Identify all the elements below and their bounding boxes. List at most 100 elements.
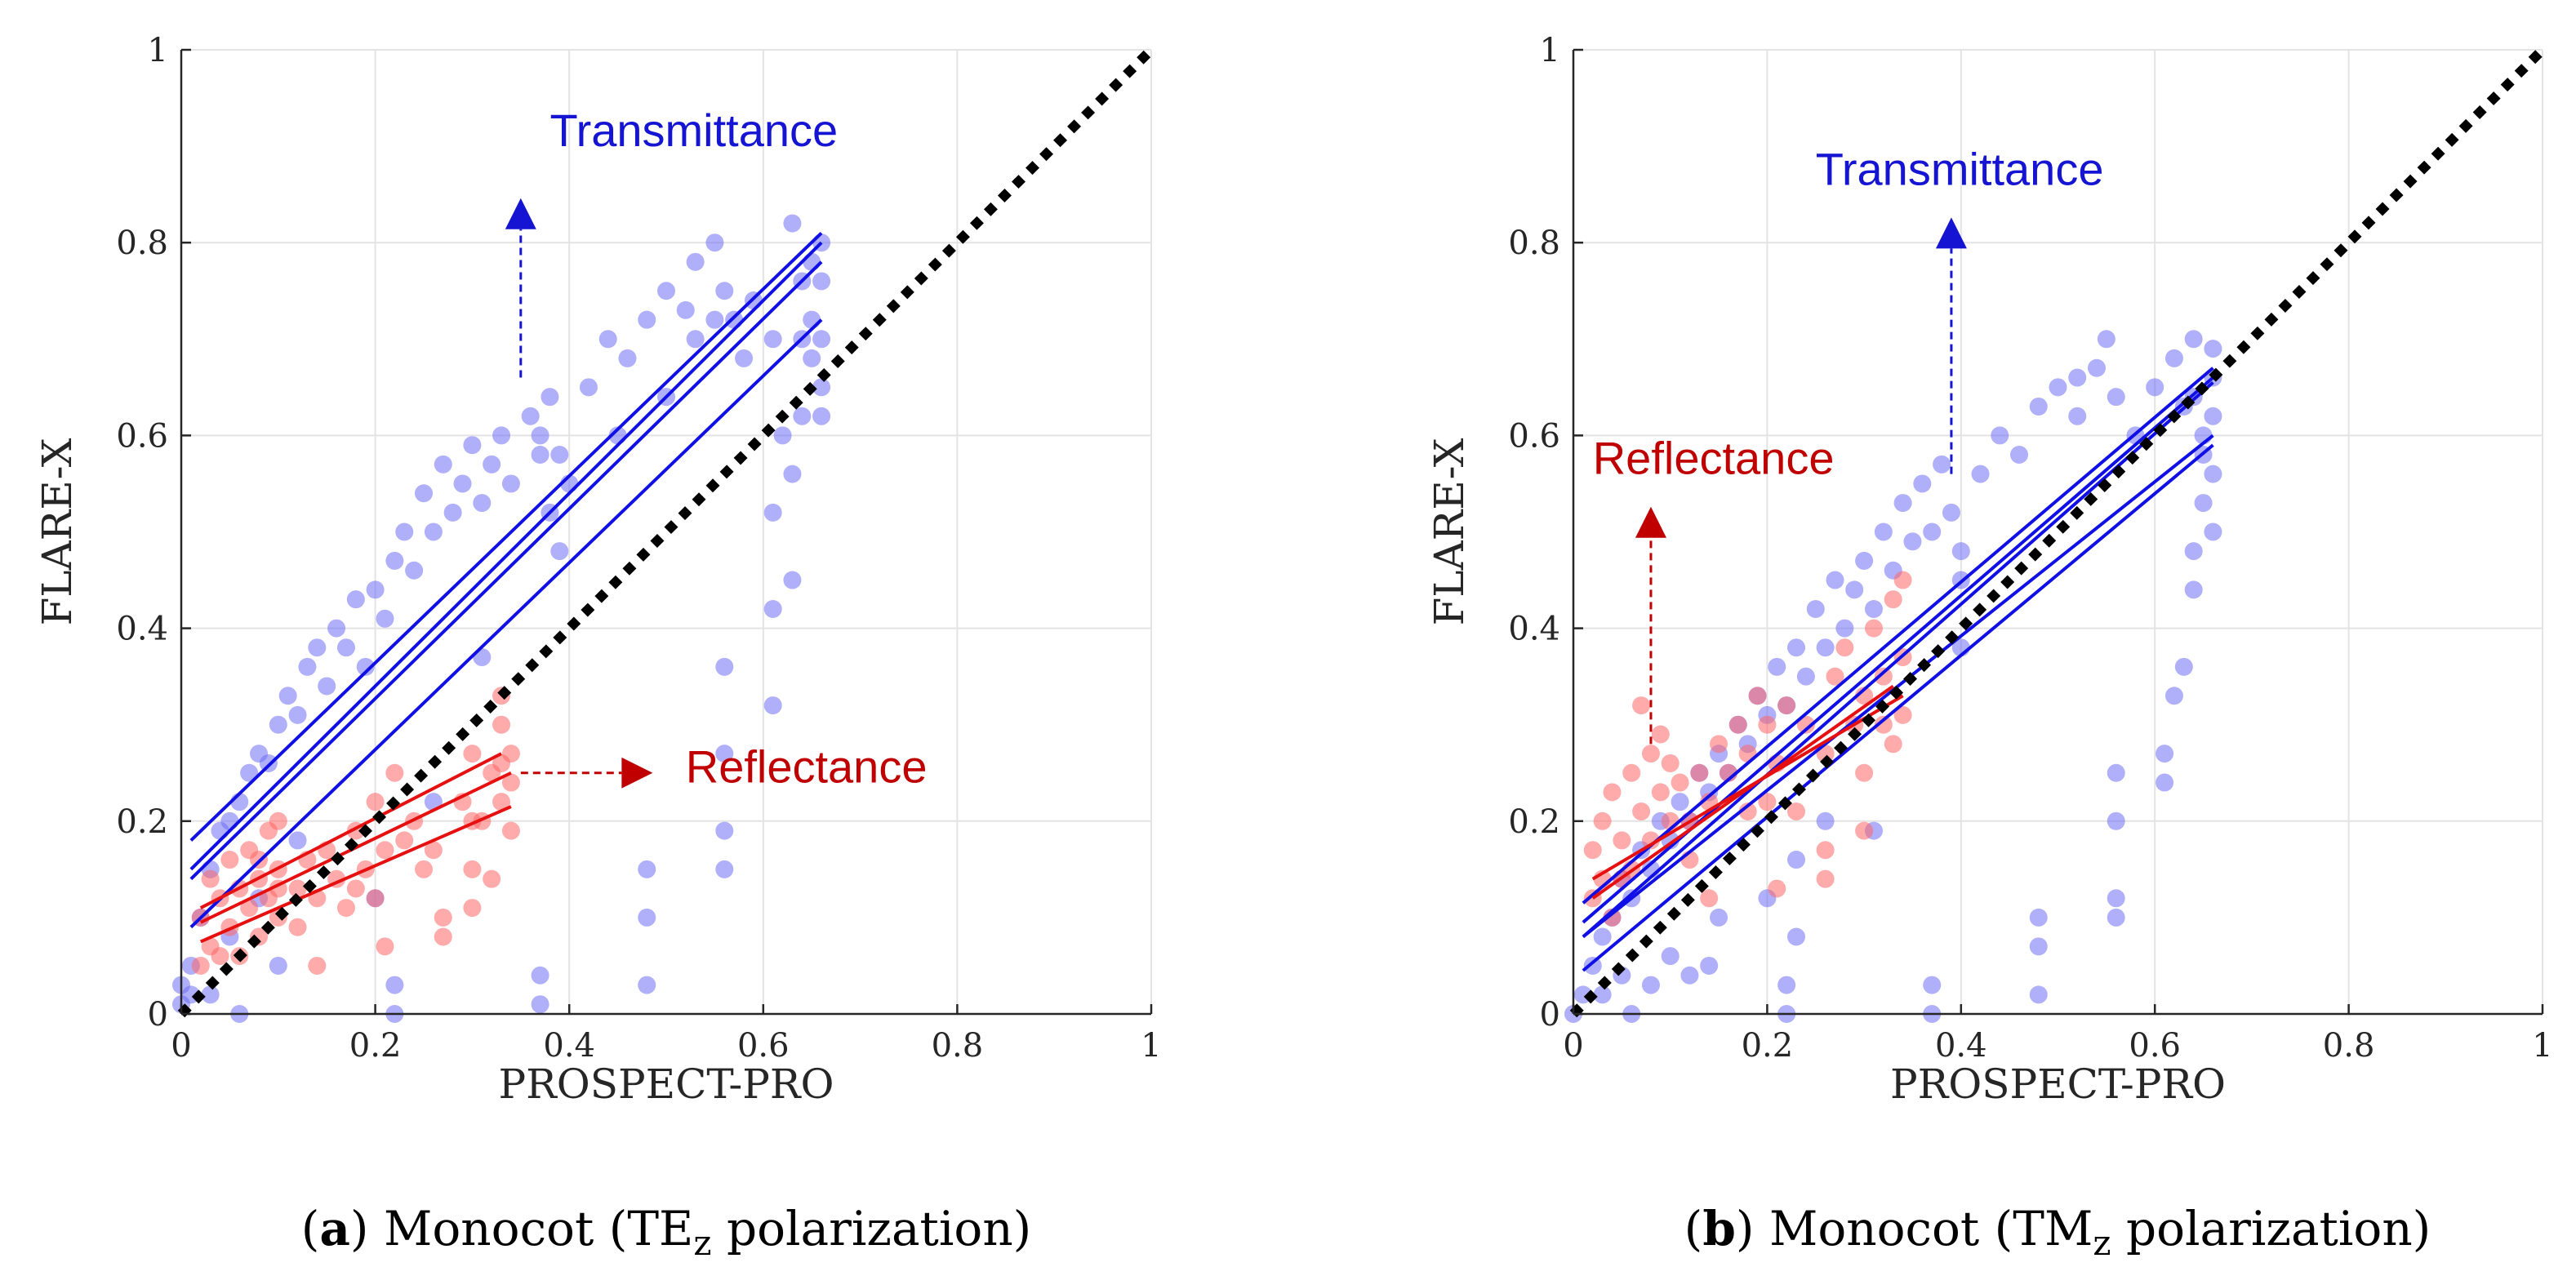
reflectance-point [1893, 571, 1912, 589]
x-axis-label: PROSPECT-PRO [498, 1060, 834, 1108]
transmittance-point [1787, 927, 1806, 946]
reflectance-point [1671, 773, 1689, 792]
transmittance-point [2107, 889, 2125, 908]
transmittance-point [2174, 657, 2193, 676]
transmittance-point [1855, 551, 1874, 570]
transmittance-point [521, 407, 540, 425]
reflectance-point [269, 811, 287, 830]
reflectance-point [288, 918, 307, 936]
transmittance-point [531, 966, 549, 985]
transmittance-point [1593, 927, 1612, 946]
reflectance-point [1728, 715, 1747, 734]
transmittance-point [531, 426, 549, 445]
reflectance-point [1768, 879, 1786, 898]
transmittance-point [473, 494, 492, 513]
transmittance-point [415, 484, 433, 503]
reflectance-point [1835, 638, 1854, 657]
transmittance-point [686, 252, 705, 271]
transmittance-point [1680, 966, 1699, 985]
reflectance-point [346, 879, 365, 898]
transmittance-point [346, 590, 365, 609]
transmittance-point [405, 561, 424, 580]
transmittance-point [1796, 667, 1815, 686]
transmittance-point [201, 985, 220, 1004]
transmittance-point [501, 474, 520, 493]
reflectance-point [385, 763, 404, 782]
transmittance-fit-line [1582, 367, 2214, 905]
transmittance-point [618, 349, 637, 367]
y-tick-label: 0.6 [1508, 417, 1560, 455]
transmittance-point [2029, 908, 2048, 927]
reflectance-point [1641, 831, 1660, 850]
transmittance-point [366, 580, 385, 599]
transmittance-point [1777, 976, 1796, 994]
reflectance-point [1855, 763, 1874, 782]
reflectance-point [1690, 763, 1709, 782]
reflectance-point [1816, 869, 1835, 888]
transmittance-point [1991, 426, 2009, 445]
transmittance-point [2156, 773, 2174, 792]
transmittance-point [2184, 542, 2203, 561]
transmittance-point [638, 860, 656, 878]
transmittance-point [657, 282, 675, 300]
reflectance-point [463, 860, 482, 878]
reflectance-point [1864, 619, 1883, 638]
transmittance-point [298, 657, 317, 676]
reflectance-point [463, 899, 482, 918]
transmittance-point [803, 252, 821, 271]
reflectance-point [240, 899, 259, 918]
y-axis-label: FLARE-X [1426, 438, 1473, 625]
transmittance-point [1806, 599, 1825, 618]
transmittance-point [783, 465, 802, 483]
transmittance-point [2184, 330, 2203, 349]
reflectance-point [1874, 715, 1893, 734]
transmittance-point [395, 522, 414, 541]
transmittance-point [220, 811, 239, 830]
transmittance-point [356, 657, 375, 676]
reflectance-point [201, 869, 220, 888]
transmittance-arrowhead-icon [1935, 217, 1967, 249]
y-tick-label: 0.4 [1508, 611, 1560, 648]
y-tick-label: 1 [1540, 32, 1560, 69]
transmittance-point [2029, 985, 2048, 1004]
reflectance-point [501, 773, 520, 792]
transmittance-point [308, 638, 327, 657]
transmittance-fit-line [189, 241, 823, 871]
transmittance-point [2146, 378, 2164, 397]
transmittance-point [541, 388, 559, 407]
transmittance-point [2029, 937, 2048, 956]
transmittance-point [705, 233, 724, 252]
transmittance-point [2204, 407, 2222, 425]
transmittance-point [1583, 956, 1602, 975]
reflectance-point [395, 831, 414, 850]
caption-part: b [1702, 1201, 1736, 1256]
transmittance-fit-line [1582, 380, 2214, 939]
y-tick-label: 0 [148, 996, 168, 1034]
reflectance-point [211, 947, 229, 966]
reflectance-annotation: Reflectance [1593, 433, 1835, 484]
transmittance-point [812, 272, 831, 291]
transmittance-point [327, 619, 346, 638]
reflectance-point [1583, 841, 1602, 860]
transmittance-fit-line [1582, 433, 2214, 939]
transmittance-point [318, 677, 336, 696]
transmittance-annotation: Transmittance [549, 104, 838, 156]
transmittance-fit-line [189, 260, 823, 881]
reflectance-point [492, 793, 511, 811]
reflectance-fit-line [199, 752, 502, 909]
transmittance-point [1661, 947, 1680, 966]
transmittance-point [2204, 340, 2222, 358]
panel-b: 0 0.2 0.4 0.6 0.8 1 0 0.2 0.4 0.6 0.8 1 PROSPECT-PRO… [1426, 32, 2553, 1263]
y-tick-label: 0.8 [1508, 225, 1560, 262]
transmittance-point [715, 860, 734, 878]
reflectance-point [1874, 667, 1893, 686]
reflectance-point [434, 927, 452, 946]
x-axis-label: PROSPECT-PRO [1890, 1060, 2226, 1108]
transmittance-point [453, 474, 472, 493]
reflectance-point [463, 745, 482, 763]
x-tick-label: 1 [2532, 1027, 2552, 1065]
transmittance-point [434, 455, 452, 473]
transmittance-point [725, 310, 744, 329]
x-tick-label: 1 [1141, 1027, 1161, 1065]
